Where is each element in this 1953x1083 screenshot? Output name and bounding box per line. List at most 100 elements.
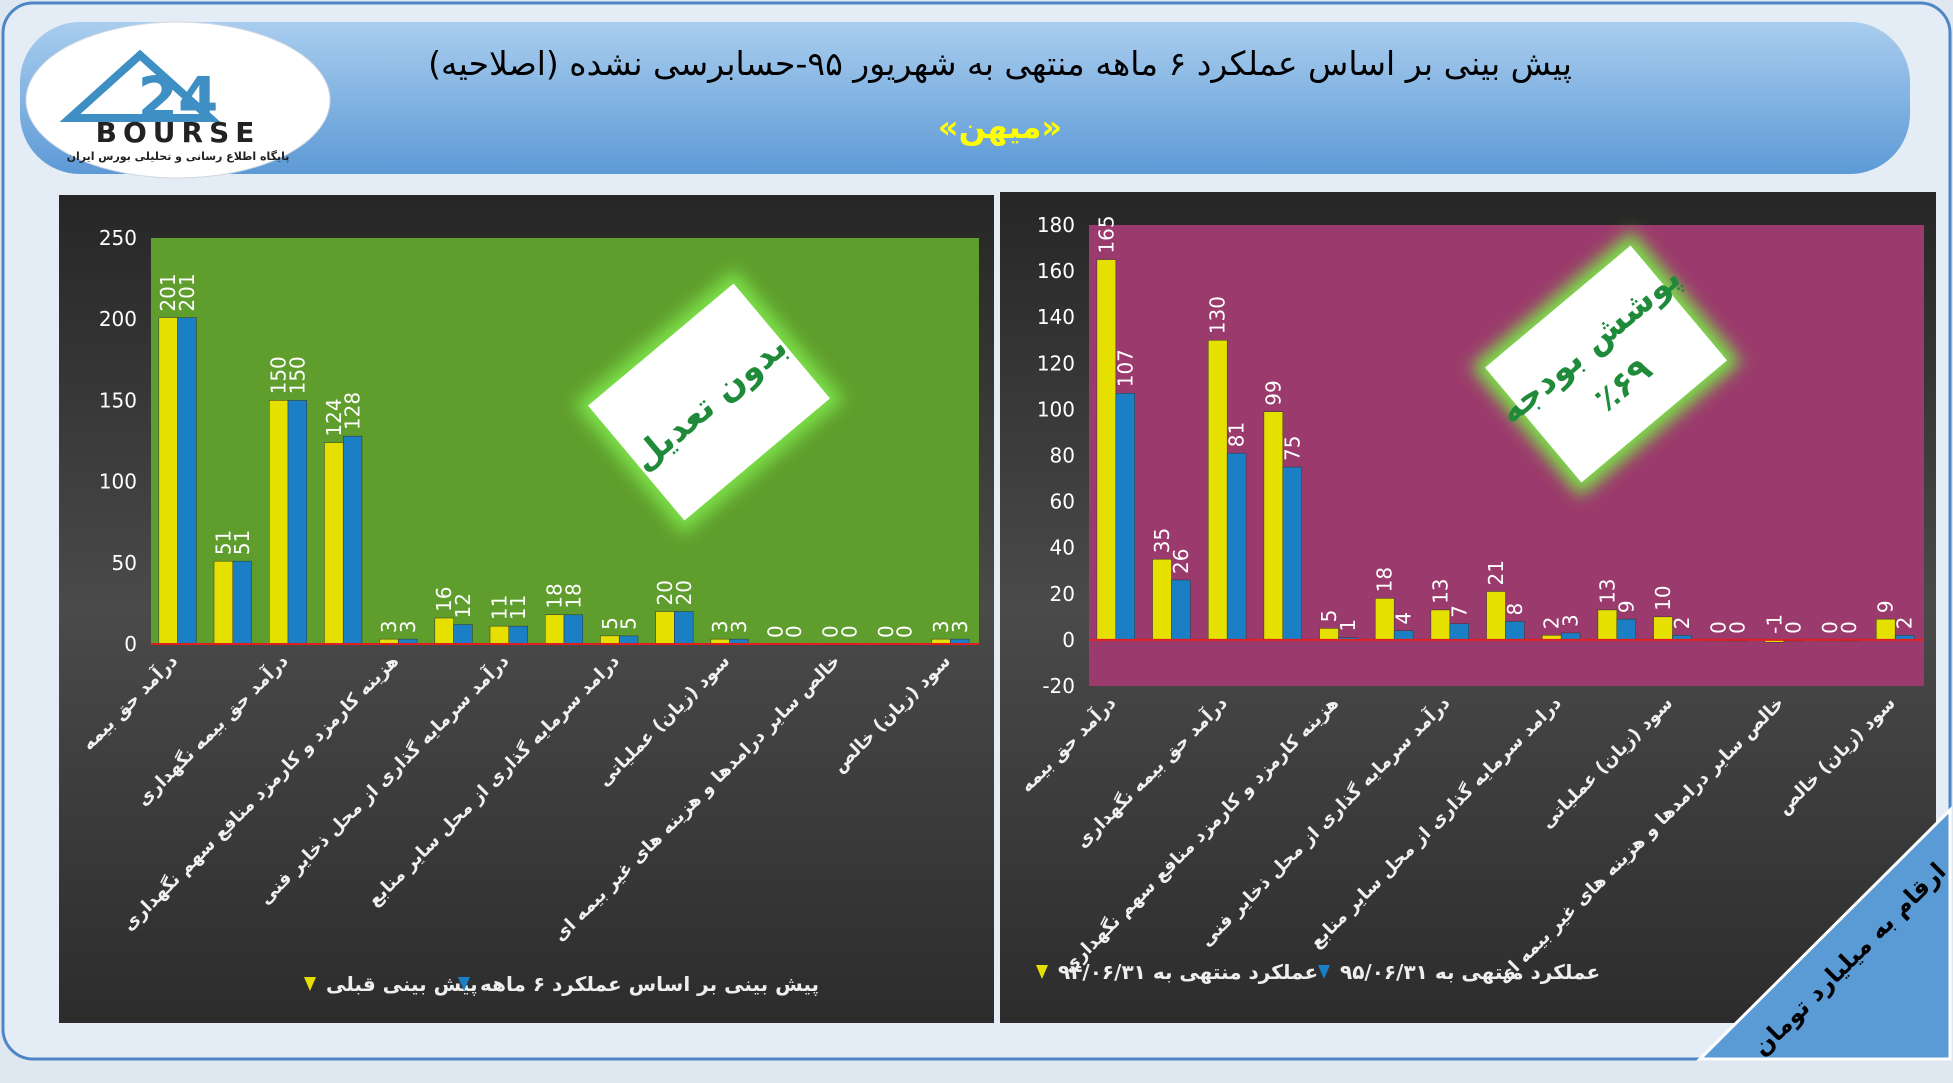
bar [674,611,694,645]
header-subtitle: «میهن» [938,108,1062,146]
data-label: 0 [1707,621,1731,634]
data-label: 3 [1559,614,1583,627]
data-label: 9 [1874,600,1898,613]
logo-word: BOURSE [96,116,261,149]
data-label: 51 [211,530,235,555]
data-label: 18 [561,583,585,608]
data-label: 150 [267,356,291,394]
bar [1505,621,1525,641]
data-label: 3 [929,620,953,633]
bar [434,617,454,645]
data-label: 2 [1540,617,1564,630]
bar [1597,609,1618,641]
data-label: 0 [819,625,843,638]
y-tick-label: 60 [1050,490,1075,514]
data-label: 0 [763,625,787,638]
data-label: 2 [1670,617,1694,630]
data-label: 10 [1651,585,1675,610]
y-tick-label: 150 [99,388,137,412]
badge: بدون تعدیل [573,269,845,535]
bar [213,560,234,645]
data-label: 4 [1392,612,1416,625]
data-label: 18 [543,583,567,608]
bar [1449,623,1470,641]
bar [287,400,308,645]
legend-marker [304,977,316,991]
data-label: 0 [1781,621,1805,634]
data-label: 0 [893,625,917,638]
data-label: 35 [1150,528,1174,553]
data-label: 0 [874,625,898,638]
data-label: 81 [1225,422,1249,447]
bar [1226,452,1247,641]
data-label: 9 [1614,600,1638,613]
bar [1207,340,1228,641]
bar [177,317,197,645]
data-label: 201 [156,273,180,311]
bar [618,635,639,645]
data-label: 13 [1428,578,1452,603]
logo-oval [25,21,331,179]
data-label: 1 [1336,619,1360,632]
data-label: 8 [1503,603,1527,616]
data-label: 150 [285,356,309,394]
logo-roof [59,49,221,122]
data-label: 11 [487,595,511,620]
y-tick-label: -20 [1042,674,1075,698]
data-label: 107 [1113,349,1137,387]
bar [1115,393,1136,641]
data-label: 2 [1893,617,1917,630]
data-label: 0 [1837,621,1861,634]
data-label: 12 [451,593,475,618]
data-label: 201 [175,273,199,311]
bar [1560,632,1581,641]
data-label: 20 [672,580,696,605]
legend-label: عملکرد منتهی به ۹۴/۰۶/۳۱ [1058,960,1318,984]
badge-card [588,283,830,521]
bar [342,435,363,645]
legend-label: پیش بینی قبلی [326,972,478,997]
bar [453,624,473,645]
legend-marker [1318,965,1330,979]
bar [489,625,510,645]
header-banner [20,22,1910,174]
bar [1096,259,1117,641]
data-label: 18 [1373,567,1397,592]
y-tick-label: 100 [99,470,137,494]
data-label: 3 [377,620,401,633]
bar [1171,579,1191,641]
data-label: -1 [1762,614,1786,634]
bar [508,625,528,645]
data-label: 7 [1447,605,1471,618]
bar [268,400,289,645]
y-tick-label: 50 [112,551,137,575]
bar [1616,618,1637,641]
y-tick-label: 180 [1037,213,1075,237]
data-label: 128 [341,392,365,430]
bar [232,560,252,645]
bar [544,614,565,645]
y-tick-label: 0 [124,632,137,656]
badge-card [1485,245,1727,483]
data-label: 11 [506,595,530,620]
data-label: 0 [1818,621,1842,634]
y-tick-label: 0 [1062,628,1075,652]
data-label: 13 [1595,578,1619,603]
badge: پوشش بودجه٪۶۹ [1470,231,1742,497]
y-tick-label: 250 [99,226,137,250]
bar [324,442,344,645]
data-label: 3 [727,620,751,633]
data-label: 21 [1484,560,1508,585]
data-label: 130 [1206,296,1230,334]
bar [600,635,620,645]
y-tick-label: 120 [1037,351,1075,375]
logo-number: 24 [138,64,219,132]
data-label: 0 [782,625,806,638]
y-tick-label: 80 [1050,444,1075,468]
legend-marker [458,977,470,991]
data-label: 51 [230,530,254,555]
bar [1282,466,1303,641]
bar [563,614,584,645]
y-tick-label: 200 [99,307,137,331]
